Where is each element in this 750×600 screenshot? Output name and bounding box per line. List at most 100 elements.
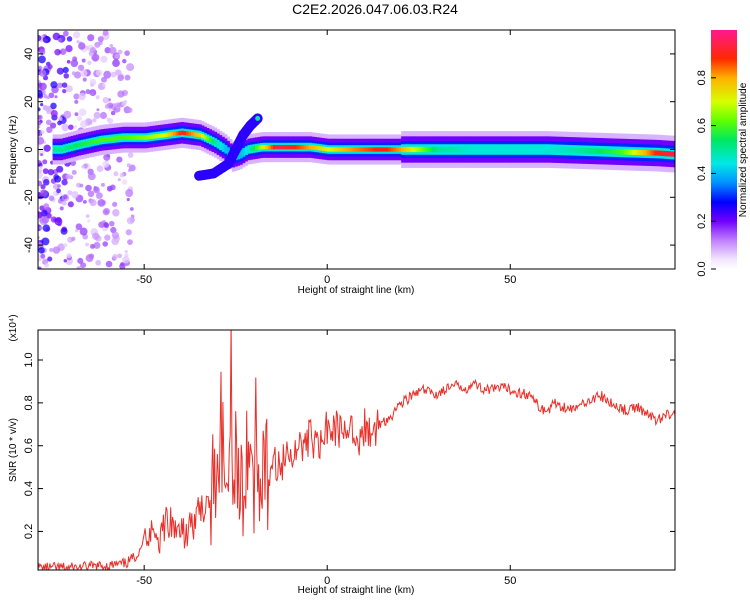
heatmap-ridge-cell [331,147,335,152]
heatmap-noise-cell [74,112,79,117]
heatmap-noise-cell [102,208,110,216]
heatmap-ridge-cell [554,147,558,153]
heatmap-ridge-cell [639,149,643,156]
heatmap-noise-cell [108,220,115,227]
heatmap-noise-cell [77,115,83,121]
heatmap-ridge-cell [109,136,113,142]
heatmap-ridge-cell [416,146,420,153]
heatmap-ridge-cell [278,144,282,150]
heatmap-ridge-cell [239,151,243,157]
heatmap-ridge-cell [452,146,456,153]
heatmap-ridge-cell [616,149,620,155]
heatmap-ridge-cell [137,135,141,140]
heatmap-noise-cell [119,172,125,178]
heatmap-noise-cell [125,63,134,72]
heatmap-noise-cell [54,95,58,99]
heatmap-ridge-cell [601,148,605,154]
heatmap-ridge-cell [83,141,87,146]
colorbar-tick-label: 0.4 [696,166,708,181]
heatmap-noise-cell [110,226,117,234]
heatmap-ridge-cell [442,146,446,153]
heatmap-noise-cell [61,200,67,206]
snr-ytick-label: 0.8 [23,395,35,410]
heatmap-ridge-cell [101,137,105,142]
spectrogram-ylabel: Frequency (Hz) [8,116,19,185]
heatmap-ridge-cell [401,146,405,153]
spectrogram-heatmap [38,30,675,269]
heatmap-ridge-cell [314,145,318,150]
heatmap-ridge-cell [480,146,484,153]
heatmap-noise-cell [104,234,111,241]
heatmap-ridge-cell [262,144,266,150]
heatmap-ridge-cell [519,146,523,153]
heatmap-noise-cell [81,262,87,268]
heatmap-ridge-cell [219,143,223,149]
heatmap-noise-cell [117,253,123,259]
heatmap-noise-cell [41,237,50,246]
heatmap-ridge-cell [93,139,97,144]
heatmap-ridge-cell [490,146,494,153]
heatmap-ridge-cell [603,148,607,154]
heatmap-ridge-cell [426,146,430,153]
snr-ytick-label: 1.0 [23,352,35,367]
heatmap-noise-cell [39,82,47,91]
heatmap-ridge-cell [170,131,174,137]
heatmap-ridge-cell [311,145,315,150]
heatmap-ridge-cell [434,146,438,153]
spectrogram-axes: -50 0 50 -40 -20 0 20 40 [23,30,675,286]
heatmap-ridge-cell [437,146,441,153]
spectrogram-xtick-label: -50 [136,274,152,286]
heatmap-noise-cell [122,256,130,264]
heatmap-ridge-cell [378,147,382,152]
heatmap-ridge-cell [529,146,533,153]
heatmap-noise-cell [66,59,71,64]
heatmap-ridge-cell [160,133,164,138]
heatmap-noise-cell [38,136,45,145]
heatmap-ridge-cell [237,152,241,158]
heatmap-noise-cell [67,190,73,196]
heatmap-ridge-cell [649,150,653,156]
heatmap-ridge-cell [257,145,261,150]
heatmap-noise-cell [104,104,110,109]
heatmap-ridge-cell [449,146,453,153]
heatmap-ridge-cell [296,144,300,150]
heatmap-noise-cell [40,184,46,190]
heatmap-ridge-cell [606,148,610,155]
heatmap-ridge-cell [208,137,212,143]
heatmap-noise-cell [42,258,49,265]
snr-xlabel: Height of straight line (km) [298,585,415,596]
heatmap-noise-cell [127,168,132,173]
heatmap-noise-cell [48,92,55,99]
heatmap-noise-cell [46,95,50,100]
heatmap-ridge-cell [57,147,61,152]
heatmap-noise-cell [109,184,116,191]
heatmap-ridge-cell [388,147,392,152]
heatmap-ridge-cell [65,145,69,151]
heatmap-noise-cell [42,168,49,175]
heatmap-noise-cell [42,224,51,232]
heatmap-noise-cell [96,108,100,112]
heatmap-noise-cell [68,124,74,130]
heatmap-ridge-cell [380,147,384,152]
heatmap-ridge-cell [185,131,189,136]
heatmap-noise-cell [79,183,84,188]
heatmap-ridge-cell [126,135,130,140]
heatmap-ridge-cell [191,131,195,137]
heatmap-noise-cell [73,93,80,100]
heatmap-noise-cell [77,64,85,71]
heatmap-noise-cell [40,189,48,197]
heatmap-noise-cell [124,74,131,81]
heatmap-ridge-cell [173,131,177,136]
colorbar-tick-label: 0.0 [696,261,708,276]
heatmap-ridge-cell [352,147,356,152]
heatmap-noise-cell [78,92,86,101]
heatmap-ridge-cell [672,151,675,157]
heatmap-noise-cell [93,111,101,119]
heatmap-noise-cell [42,179,50,186]
heatmap-noise-cell [46,126,53,133]
spectrogram-ytick-label: 20 [23,96,35,108]
heatmap-ridge-cell [613,149,617,155]
heatmap-ridge-cell [260,145,264,150]
heatmap-ridge-cell [55,147,59,152]
heatmap-ridge-cell [626,149,630,155]
